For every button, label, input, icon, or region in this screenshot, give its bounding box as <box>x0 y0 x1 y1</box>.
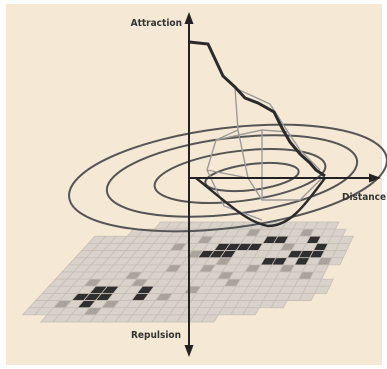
axis-arrow-down <box>184 345 194 357</box>
distance-label: Distance <box>342 192 386 203</box>
attraction-label: Attraction <box>131 18 182 29</box>
grid-cell <box>313 285 331 294</box>
grid-cell <box>200 314 220 323</box>
axes <box>184 12 381 357</box>
axis-arrow-right <box>369 173 381 183</box>
attraction-curve <box>188 40 326 178</box>
repulsion-curve <box>195 177 326 228</box>
grid-cell <box>242 307 260 316</box>
repulsion-label: Repulsion <box>131 330 181 341</box>
contour-ring-3 <box>153 148 327 204</box>
wireframe-lines <box>206 87 326 221</box>
grid-plane <box>21 221 354 323</box>
axis-arrow-up <box>184 12 194 24</box>
grid-cell <box>298 293 316 301</box>
contour-ring-2 <box>105 134 359 218</box>
grid-cell <box>270 300 288 309</box>
grid-cell <box>327 257 344 266</box>
contour-ring-4 <box>204 161 300 193</box>
